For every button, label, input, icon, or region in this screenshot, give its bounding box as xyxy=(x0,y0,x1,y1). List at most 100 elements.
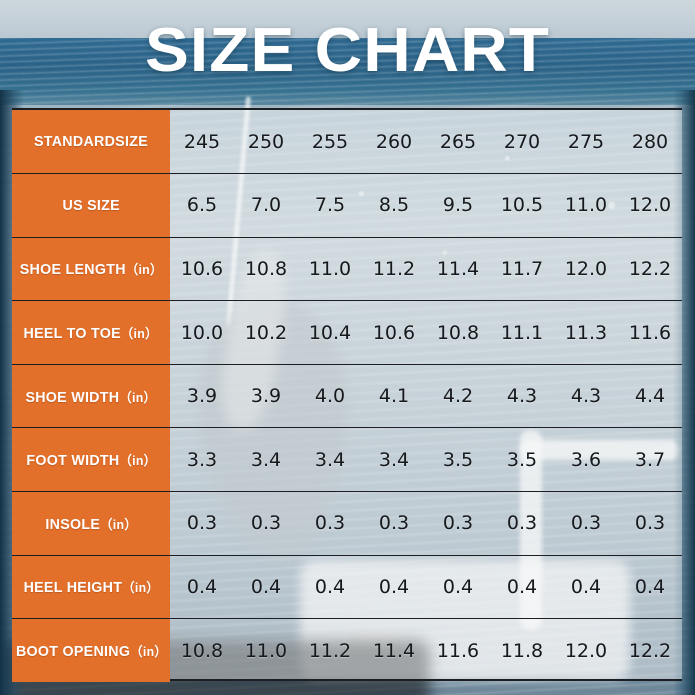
table-cell-value: 245 xyxy=(170,110,234,175)
table-cell-value: 255 xyxy=(298,110,362,175)
ocean-band xyxy=(0,38,695,113)
table-cell-value: 0.3 xyxy=(490,491,554,556)
row-label-name: BOOT OPENING xyxy=(15,643,131,661)
table-cell-value: 280 xyxy=(618,110,682,175)
table-cell-value: 275 xyxy=(554,110,618,175)
table-cell-value: 11.7 xyxy=(490,237,554,302)
table-cell-value: 265 xyxy=(426,110,490,175)
table-cell-value: 7.0 xyxy=(234,173,298,238)
row-label-cell: HEEL TO TOE（in） xyxy=(12,300,170,365)
size-chart-table-body: STANDARDSIZE 245 250 255 260 265 270 275 280 US S… xyxy=(12,110,682,683)
table-cell-value: 7.5 xyxy=(298,173,362,238)
table-cell-value: 8.5 xyxy=(362,173,426,238)
row-label-cell: SHOE WIDTH（in） xyxy=(12,364,170,429)
table-cell-value: 9.5 xyxy=(426,173,490,238)
page-title: SIZE CHART xyxy=(145,16,550,85)
table-cell-value: 11.0 xyxy=(298,237,362,302)
table-row: FOOT WIDTH（in） 3.3 3.4 3.4 3.4 3.5 3.5 3.6 3.7 xyxy=(12,427,682,493)
table-cell-value: 0.3 xyxy=(234,491,298,556)
table-cell-value: 0.4 xyxy=(298,555,362,620)
row-label-cell: FOOT WIDTH（in） xyxy=(12,427,170,493)
table-cell-value: 11.0 xyxy=(244,639,288,662)
table-cell-value: 12.0 xyxy=(554,237,618,302)
table-cell-value: 4.4 xyxy=(618,364,682,429)
table-cell-value: 10.8 xyxy=(180,639,224,662)
row-label-cell: HEEL HEIGHT（in） xyxy=(12,555,170,620)
table-cell-value: 250 xyxy=(234,110,298,175)
table-cell-value: 10.0 xyxy=(170,300,234,365)
row-label-name: HEEL HEIGHT xyxy=(23,579,122,597)
table-row: US SIZE 6.5 7.0 7.5 8.5 9.5 10.5 11.0 12.0 xyxy=(12,173,682,238)
row-label-name: SHOE LENGTH xyxy=(19,261,126,279)
table-cell-value: 11.6 xyxy=(436,639,480,662)
table-cell-value: 260 xyxy=(362,110,426,175)
table-cell-value: 10.2 xyxy=(234,300,298,365)
row-label-text: HEEL HEIGHT（in） xyxy=(23,577,159,596)
table-cell-value: 12.2 xyxy=(628,639,672,662)
table-cell-value: 11.3 xyxy=(554,300,618,365)
table-cell-value: 0.3 xyxy=(426,491,490,556)
table-cell-value: 12.0 xyxy=(618,173,682,238)
table-cell-value: 0.3 xyxy=(362,491,426,556)
row-label-text: FOOT WIDTH（in） xyxy=(26,450,156,469)
row-label-cell: STANDARDSIZE xyxy=(12,110,170,175)
table-cell-value: 3.3 xyxy=(170,427,234,493)
table-cell-value: 3.5 xyxy=(426,427,490,493)
table-cell-value: 10.8 xyxy=(426,300,490,365)
row-label-unit: （in） xyxy=(121,580,159,596)
table-cell-value: 12.2 xyxy=(618,237,682,302)
table-cell-value: 270 xyxy=(490,110,554,175)
table-cell-value: 3.9 xyxy=(234,364,298,429)
row-label-text: INSOLE（in） xyxy=(45,514,137,533)
row-label-name: FOOT WIDTH xyxy=(26,452,120,470)
row-label-text: US SIZE xyxy=(62,197,119,214)
table-cell-value: 11.2 xyxy=(362,237,426,302)
table-row: STANDARDSIZE 245 250 255 260 265 270 275 280 xyxy=(12,110,682,175)
table-row: HEEL TO TOE（in） 10.0 10.2 10.4 10.6 10.8 11.1 1… xyxy=(12,300,682,365)
row-label-text: HEEL TO TOE（in） xyxy=(24,323,158,342)
table-cell-value: 0.4 xyxy=(618,555,682,620)
table-cell-value: 10.4 xyxy=(298,300,362,365)
table-cell-value: 0.4 xyxy=(362,555,426,620)
table-cell-value: 11.1 xyxy=(490,300,554,365)
table-cell-value: 3.4 xyxy=(362,427,426,493)
table-cell-value: 4.2 xyxy=(426,364,490,429)
row-label-text: STANDARDSIZE xyxy=(34,133,148,150)
table-cell-value: 3.7 xyxy=(618,427,682,493)
table-cell-value: 10.6 xyxy=(170,237,234,302)
table-cell-value: 4.3 xyxy=(554,364,618,429)
table-cell-value: 11.6 xyxy=(618,300,682,365)
row-label-unit: （in） xyxy=(119,453,156,469)
sky-band xyxy=(0,0,695,40)
table-cell-value: 6.5 xyxy=(170,173,234,238)
table-cell-value: 4.0 xyxy=(298,364,362,429)
row-label-unit: （in） xyxy=(121,326,159,342)
table-cell-value: 0.4 xyxy=(490,555,554,620)
table-cell-value: 0.3 xyxy=(298,491,362,556)
table-cell-value: 10.6 xyxy=(362,300,426,365)
table-cell-value: 0.3 xyxy=(554,491,618,556)
table-row: SHOE LENGTH（in） 10.6 10.8 11.0 11.2 11.4 11.7 1… xyxy=(12,237,682,302)
row-label-name: INSOLE xyxy=(45,515,100,533)
row-label-cell: INSOLE（in） xyxy=(12,491,170,556)
table-cell-value: 3.6 xyxy=(554,427,618,493)
table-cell-value: 4.1 xyxy=(362,364,426,429)
table-cell-value: 11.4 xyxy=(426,237,490,302)
table-cell-value: 11.0 xyxy=(554,173,618,238)
row-label-cell: US SIZE xyxy=(12,173,170,238)
table-cell-value: 11.2 xyxy=(308,639,352,662)
table-cell-value: 0.4 xyxy=(170,555,234,620)
table-cell-value: 0.4 xyxy=(426,555,490,620)
table-cell-value: 0.4 xyxy=(554,555,618,620)
row-label-text: SHOE WIDTH（in） xyxy=(26,387,157,406)
row-label-cell: BOOT OPENING（in） xyxy=(12,618,170,683)
row-label-unit: （in） xyxy=(119,389,157,405)
row-label-text: BOOT OPENING（in） xyxy=(16,641,167,660)
table-cell-value: 3.4 xyxy=(298,427,362,493)
table-cell-value: 10.5 xyxy=(490,173,554,238)
table-row: SHOE WIDTH（in） 3.9 3.9 4.0 4.1 4.2 4.3 4.3 4.4 xyxy=(12,364,682,429)
row-label-unit: （in） xyxy=(99,516,137,532)
table-cell-value: 10.8 xyxy=(234,237,298,302)
table-row: BOOT OPENING（in） 10.8 11.0 11.2 11.4 11.6 11.8… xyxy=(12,618,682,683)
